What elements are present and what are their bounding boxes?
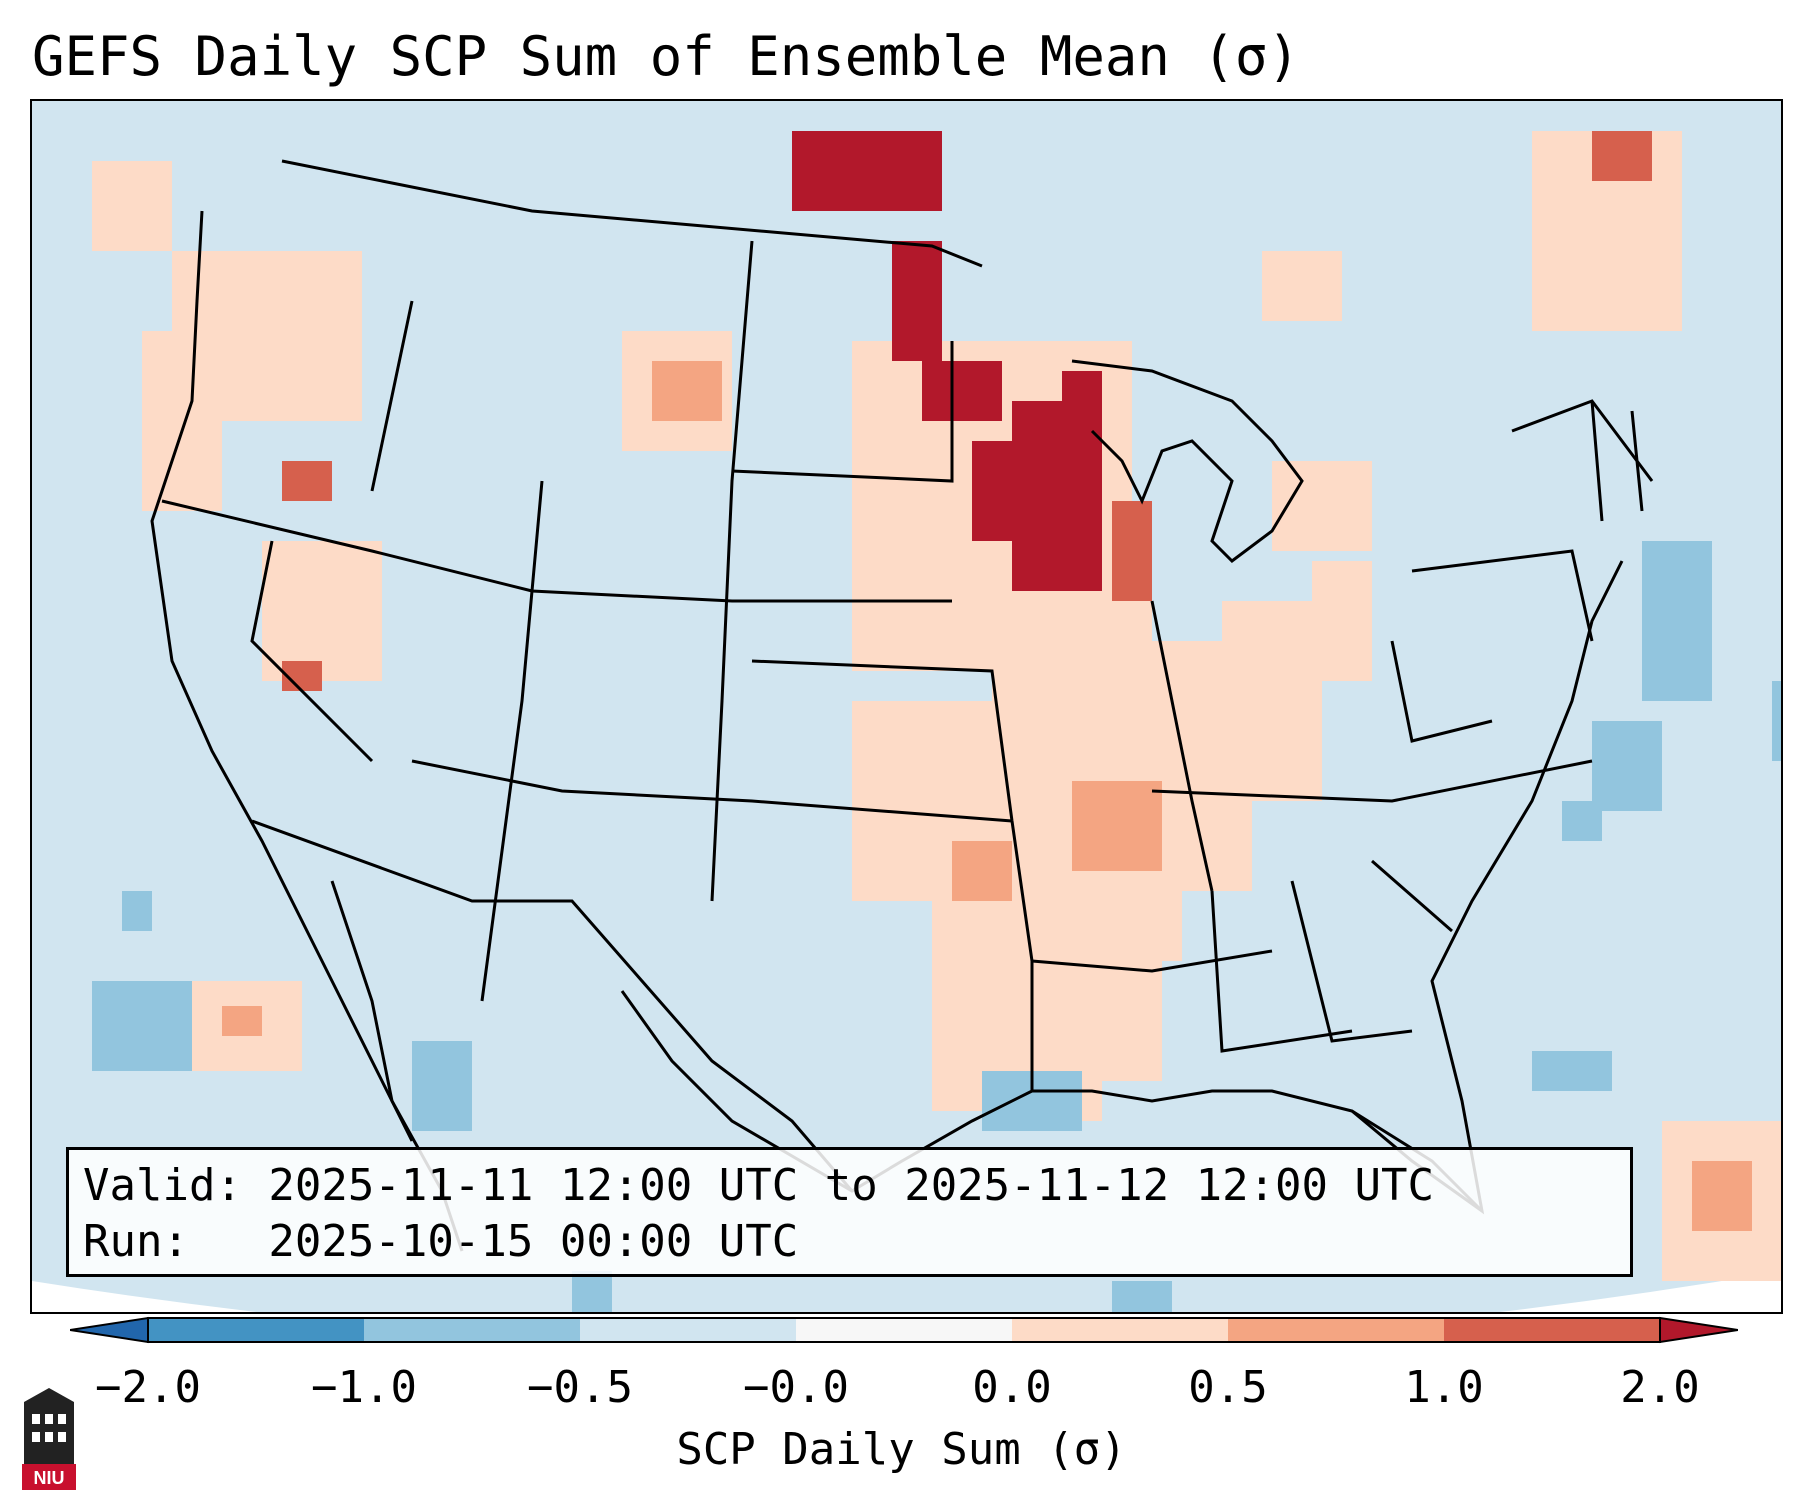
colorbar-tick-label: −1.0: [311, 1362, 417, 1413]
anomaly-patch: [652, 361, 722, 421]
colorbar-outline: [147, 1317, 1661, 1343]
anomaly-patch: [1642, 541, 1712, 701]
state-line: [1411, 549, 1594, 642]
anomaly-patch: [92, 161, 172, 251]
colorbar: [70, 1316, 1738, 1344]
state-line: [731, 341, 954, 483]
anomaly-patch: [412, 1041, 472, 1131]
run-time-text: Run: 2025-10-15 00:00 UTC: [83, 1216, 799, 1267]
anomaly-patch: [792, 131, 942, 211]
svg-text:NIU: NIU: [34, 1468, 65, 1488]
anomaly-patch: [282, 461, 332, 501]
anomaly-patch: [1072, 781, 1162, 871]
colorbar-tick-label: 0.5: [1188, 1362, 1268, 1413]
colorbar-tick-label: 1.0: [1404, 1362, 1484, 1413]
anomaly-field: [92, 131, 1781, 1312]
great-lakes-outline: [1071, 359, 1304, 563]
colorbar-bin: [148, 1318, 364, 1342]
valid-time-box: Valid: 2025-11-11 12:00 UTC to 2025-11-1…: [66, 1147, 1633, 1277]
chart-title: GEFS Daily SCP Sum of Ensemble Mean (σ): [32, 25, 1300, 88]
anomaly-patch: [1692, 1161, 1752, 1231]
colorbar-bin: [796, 1318, 1012, 1342]
map-panel: [30, 99, 1783, 1314]
canada-border: [281, 159, 983, 268]
anomaly-patch: [1112, 1281, 1172, 1312]
anomaly-patch: [1262, 251, 1342, 321]
colorbar-bin: [364, 1318, 580, 1342]
anomaly-patch: [1312, 561, 1372, 681]
anomaly-patch: [1532, 1051, 1612, 1091]
colorbar-tick-label: −0.5: [527, 1362, 633, 1413]
anomaly-patch: [222, 1006, 262, 1036]
colorbar-bin: [580, 1318, 796, 1342]
state-line: [1390, 640, 1493, 743]
colorbar-tick-label: 2.0: [1620, 1362, 1700, 1413]
state-line: [1210, 890, 1353, 1053]
state-line: [1371, 859, 1453, 933]
state-line: [250, 540, 374, 763]
colorbar-extend-left: [70, 1316, 149, 1344]
state-line: [1590, 400, 1604, 522]
anomaly-patch: [1592, 131, 1652, 181]
colorbar-tick-label: −2.0: [95, 1362, 201, 1413]
west-coastline: [150, 210, 414, 1142]
state-line: [411, 759, 1013, 823]
colorbar-tick-label: −0.0: [743, 1362, 849, 1413]
anomaly-patch: [142, 331, 222, 511]
anomaly-patch: [1592, 721, 1662, 811]
valid-time-text: Valid: 2025-11-11 12:00 UTC to 2025-11-1…: [83, 1160, 1435, 1211]
colorbar-bin: [1228, 1318, 1444, 1342]
anomaly-patch: [1062, 371, 1102, 451]
state-line: [751, 659, 1014, 822]
state-line: [480, 480, 544, 1002]
colorbar-label: SCP Daily Sum (σ): [676, 1424, 1127, 1475]
anomaly-patch: [1222, 601, 1322, 801]
state-line: [710, 240, 754, 902]
colorbar-bins: [148, 1318, 1660, 1342]
state-line: [1151, 759, 1593, 803]
state-line: [1630, 410, 1644, 512]
state-line: [1150, 600, 1214, 892]
state-line: [1031, 949, 1273, 973]
colorbar-extend-right: [1659, 1316, 1738, 1344]
colorbar-bin: [1444, 1318, 1660, 1342]
anomaly-patch: [1772, 681, 1781, 761]
anomaly-patch: [122, 891, 152, 931]
anomaly-patch: [92, 981, 192, 1071]
anomaly-patch: [1562, 801, 1602, 841]
anomaly-patch: [922, 361, 1002, 421]
colorbar-tick-label: 0.0: [972, 1362, 1052, 1413]
niu-logo-icon: NIU: [22, 1388, 76, 1490]
anomaly-patch: [952, 841, 1012, 901]
map-svg: [32, 101, 1781, 1312]
anomaly-patch: [1102, 921, 1162, 1081]
colorbar-bin: [1012, 1318, 1228, 1342]
anomaly-patch: [572, 1271, 612, 1312]
anomaly-patch: [262, 541, 382, 681]
state-line: [1290, 880, 1413, 1043]
anomaly-patch: [892, 241, 942, 361]
us-mexico-border: [251, 819, 854, 1192]
state-line: [370, 300, 414, 492]
